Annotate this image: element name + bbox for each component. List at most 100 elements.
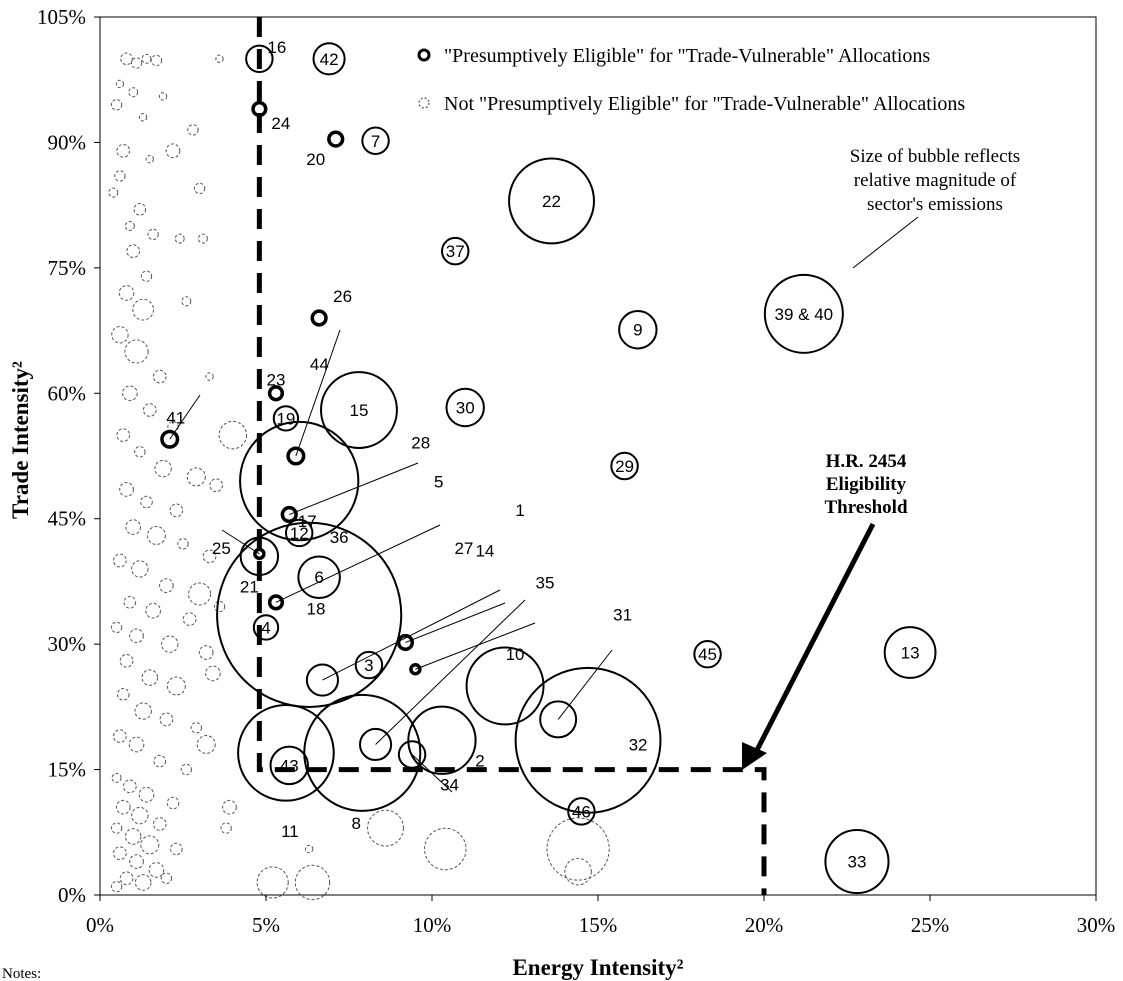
bubble-not-eligible [205,372,214,381]
bubble-not-eligible [150,54,163,67]
threshold-label-line-3: Threshold [824,497,908,518]
bubble-41 [160,429,180,449]
threshold-arrow-shaft [753,522,876,754]
bubble-not-eligible [115,799,131,815]
legend: "Presumptively Eligible" for "Trade-Vuln… [417,45,965,115]
bubble-size-note-line-2: relative magnitude of [854,170,1017,191]
bubble-not-eligible [294,864,331,901]
bubble-not-eligible [110,621,123,634]
bubble-label: 35 [536,573,555,592]
bubble-not-eligible [424,827,467,871]
bubble-not-eligible [159,578,174,593]
y-tick-label: 60% [48,381,87,405]
bubble-not-eligible [181,296,192,307]
bubble-not-eligible [564,857,592,886]
bubble-not-eligible [131,806,149,825]
bubble-not-eligible [122,385,138,402]
y-tick-label: 15% [48,758,87,782]
bubble-label: 28 [411,434,430,453]
bubble-not-eligible [118,285,135,301]
bubble-label: 39 & 40 [775,305,834,324]
bubble-not-eligible [113,729,127,743]
bubble-not-eligible [205,665,221,682]
bubble-not-eligible [158,92,168,101]
bubble-not-eligible [220,822,232,834]
bubble-not-eligible [129,628,144,644]
bubble-not-eligible [180,763,193,776]
bubble-not-eligible [140,835,160,855]
bubble-46 [567,797,596,826]
bubble-4 [252,614,280,641]
bubble-not-eligible [128,87,139,98]
callout-line [275,524,441,603]
bubble-not-eligible [124,828,142,845]
notes-label: Notes: [2,966,41,981]
callout-line [322,589,501,681]
bubble-not-eligible [165,143,181,159]
bubble-label: 22 [542,192,561,211]
bubble-label: 12 [290,524,309,543]
bubble-label: 11 [281,822,299,841]
bubble-6 [297,555,341,599]
bubble-label: 34 [440,776,459,795]
bubble-label: 20 [306,150,325,169]
bubble-label: 37 [446,242,465,261]
bubble-label: 9 [633,321,642,340]
bubble-not-eligible [196,735,216,754]
bubble-label: 13 [901,644,920,663]
bubble-not-eligible [134,702,152,720]
bubble-12 [284,518,314,548]
callout-line [375,599,526,745]
bubble-not-eligible [152,817,167,831]
bubble-not-eligible [187,124,199,136]
bubble-43 [269,745,309,786]
bubble-label: 3 [364,656,373,675]
bubble-3 [354,650,384,680]
bubble-25 [253,547,266,561]
bubble-label: 24 [271,114,290,133]
bubble-not-eligible [215,54,224,63]
bubble-label: 15 [349,401,368,420]
bubble-not-eligible [193,182,206,195]
bubble-not-eligible [134,446,146,458]
bubble-label: 30 [456,399,475,418]
bubble-35 [358,727,393,762]
bubble-30 [445,387,485,428]
bubble-label: 46 [572,802,591,821]
bubble-22 [508,157,595,245]
x-axis-title: Energy Intensity² [512,955,683,980]
bubble-37 [441,236,470,266]
bubble-label: 41 [166,408,185,427]
bubble-not-eligible [119,654,134,668]
x-axis-ticks: 0% 5% 10% 15% 20% 25% 30% [86,895,1115,937]
x-tick-label: 25% [911,913,950,937]
bubble-29 [610,451,639,481]
bubble-label: 8 [352,814,361,833]
y-tick-label: 90% [48,130,87,154]
bubble-not-eligible [197,233,208,244]
bubble-1 [409,662,422,676]
callout-line [289,462,419,515]
x-tick-label: 10% [413,913,452,937]
not-eligible-series [108,52,610,901]
bubble-not-eligible [114,170,126,182]
bubble-not-eligible [256,866,289,899]
bubble-not-eligible [140,270,153,282]
bubble-label: 16 [267,38,286,57]
bubble-13 [883,626,937,679]
bubble-not-eligible [132,298,155,321]
bubble-not-eligible [174,233,185,244]
threshold-label-line-1: H.R. 2454 [826,451,907,472]
callout-line [411,754,453,793]
bubble-26 [310,309,328,327]
bubble-18 [267,594,285,611]
bubble-not-eligible [120,52,133,66]
bubble-not-eligible [116,143,131,158]
threshold-arrow-head [742,742,767,770]
bubble-label: 32 [629,735,648,754]
bubble-44 [286,446,306,466]
bubble-not-eligible [115,79,125,89]
bubble-not-eligible [141,53,152,64]
eligibility-threshold-line [256,17,767,895]
